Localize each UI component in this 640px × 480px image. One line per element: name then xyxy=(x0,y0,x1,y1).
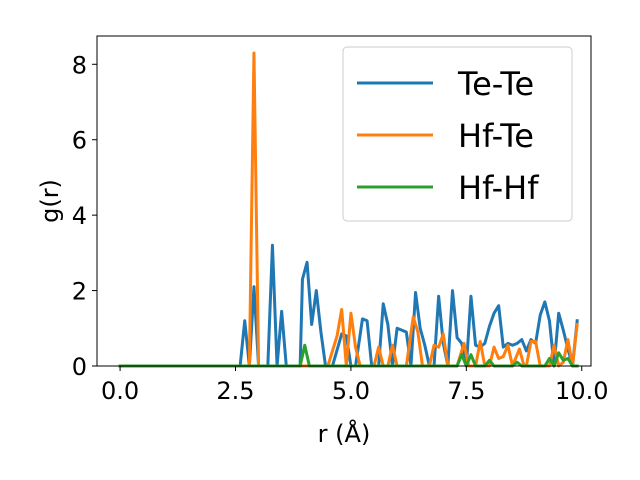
legend-label: Hf-Hf xyxy=(458,169,539,207)
x-tick-label: 7.5 xyxy=(447,377,485,405)
legend-label: Te-Te xyxy=(457,65,534,103)
series-line-0 xyxy=(118,243,579,368)
y-tick-label: 6 xyxy=(72,127,87,155)
x-tick-label: 5.0 xyxy=(332,377,370,405)
y-tick-label: 8 xyxy=(72,51,87,79)
x-axis-label: r (Å) xyxy=(318,419,371,448)
x-tick-label: 10.0 xyxy=(555,377,608,405)
y-axis-label: g(r) xyxy=(36,179,64,223)
legend-box xyxy=(342,46,573,222)
legend: Te-Te Hf-Te Hf-Hf xyxy=(342,46,573,222)
legend-label: Hf-Te xyxy=(458,117,534,155)
y-axis: 0 2 4 6 8 xyxy=(72,51,97,381)
y-tick-label: 4 xyxy=(72,202,87,230)
x-axis: 0.0 2.5 5.0 7.5 10.0 xyxy=(101,366,608,405)
plot-frame xyxy=(96,35,592,367)
x-tick-label: 0.0 xyxy=(101,377,139,405)
y-tick-label: 0 xyxy=(72,353,87,381)
x-tick-label: 2.5 xyxy=(216,377,254,405)
y-tick-label: 2 xyxy=(72,278,87,306)
